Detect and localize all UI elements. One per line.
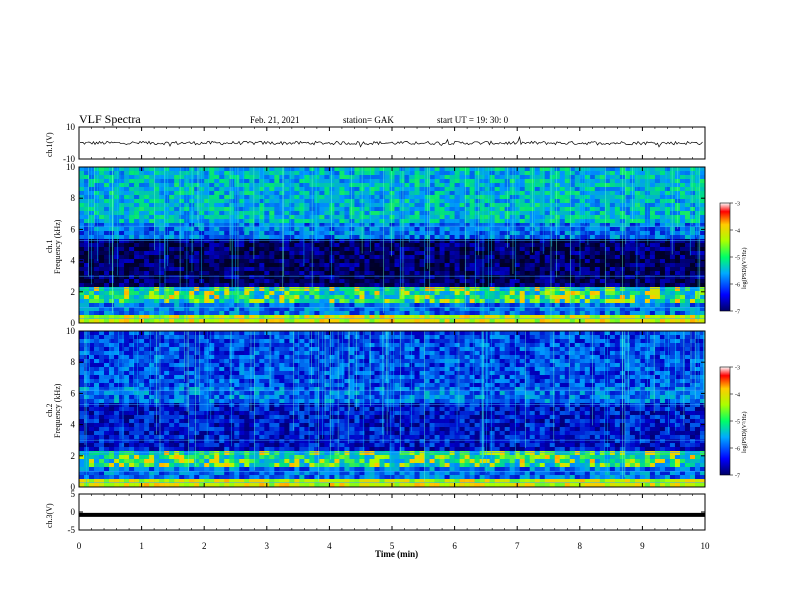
y-tick-label: 10 bbox=[66, 122, 76, 132]
y-tick-label: 10 bbox=[66, 326, 76, 336]
colorbar-tick-label: -6 bbox=[735, 283, 740, 289]
ch2-spectrogram bbox=[79, 331, 706, 488]
y-tick-label: -10 bbox=[63, 154, 75, 164]
ch1-colorbar-ticks: -3 -4 -5 -6 -7 bbox=[730, 202, 740, 316]
x-tick-label: 3 bbox=[265, 541, 270, 551]
ch3-y-ticks: 5 0 -5 bbox=[68, 489, 705, 535]
x-tick-label: 7 bbox=[515, 541, 520, 551]
colorbar-tick-label: -5 bbox=[735, 420, 740, 426]
ch1-spectrogram bbox=[79, 167, 706, 324]
ch2-colorbar-label: log(PSD)(V²/Hz) bbox=[741, 412, 748, 453]
colorbar-tick-label: -4 bbox=[735, 393, 740, 399]
x-tick-label: 1 bbox=[139, 541, 144, 551]
y-tick-label: -5 bbox=[68, 525, 76, 535]
colorbar-tick-label: -4 bbox=[735, 229, 740, 235]
y-tick-label: 0 bbox=[71, 507, 76, 517]
x-tick-label: 2 bbox=[202, 541, 207, 551]
colorbar-tick-label: -3 bbox=[735, 366, 740, 372]
ch1-y-ticks: 10 -10 bbox=[63, 122, 705, 164]
figure-title: VLF Spectra bbox=[79, 112, 141, 126]
colorbar-tick-label: -3 bbox=[735, 202, 740, 208]
y-tick-label: 2 bbox=[71, 451, 76, 461]
ch1-spec-label-freq: Frequency (kHz) bbox=[53, 219, 62, 274]
x-tick-label: 6 bbox=[452, 541, 457, 551]
ch2-spec-label-freq: Frequency (kHz) bbox=[53, 383, 62, 438]
ch3-ylabel: ch.3(V) bbox=[45, 503, 54, 528]
ch2-freq-ticks: 0 2 4 6 8 10 bbox=[66, 326, 705, 492]
date-label: Feb. 21, 2021 bbox=[250, 115, 300, 125]
y-tick-label: 6 bbox=[71, 388, 76, 398]
ch3-waveform-panel: 5 0 -5 ch.3(V) bbox=[45, 489, 706, 535]
ch1-colorbar-label: log(PSD)(V²/Hz) bbox=[741, 248, 748, 289]
y-tick-label: 8 bbox=[71, 193, 76, 203]
x-tick-label: 5 bbox=[390, 541, 395, 551]
ch1-waveform-panel: 10 -10 ch.1(V) bbox=[45, 122, 706, 164]
y-tick-label: 5 bbox=[71, 489, 76, 499]
y-tick-label: 0 bbox=[71, 482, 76, 492]
time-axis-ticks: 0 1 2 3 4 5 6 7 8 9 10 bbox=[77, 127, 710, 551]
x-tick-label: 4 bbox=[327, 541, 332, 551]
colorbar-tick-label: -7 bbox=[735, 474, 740, 480]
time-axis-label: Time (min) bbox=[375, 549, 418, 559]
x-tick-label: 0 bbox=[77, 541, 82, 551]
ch1-freq-ticks: 0 2 4 6 8 10 bbox=[66, 162, 705, 328]
colorbar-tick-label: -7 bbox=[735, 310, 740, 316]
ch1-spec-label-channel: ch.1 bbox=[45, 239, 54, 253]
ch2-colorbar-ticks: -3 -4 -5 -6 -7 bbox=[730, 366, 740, 480]
y-tick-label: 8 bbox=[71, 357, 76, 367]
y-tick-label: 6 bbox=[71, 224, 76, 234]
start-ut-label: start UT = 19: 30: 0 bbox=[437, 115, 509, 125]
y-tick-label: 10 bbox=[66, 162, 76, 172]
x-tick-label: 10 bbox=[701, 541, 711, 551]
ch1-colorbar bbox=[719, 202, 731, 312]
ch1-trace bbox=[80, 135, 703, 148]
y-tick-label: 2 bbox=[71, 287, 76, 297]
colorbar-tick-label: -6 bbox=[735, 447, 740, 453]
y-tick-label: 4 bbox=[71, 420, 76, 430]
ch2-colorbar bbox=[719, 366, 731, 476]
y-tick-label: 0 bbox=[71, 318, 76, 328]
colorbar-tick-label: -5 bbox=[735, 256, 740, 262]
x-tick-label: 9 bbox=[640, 541, 645, 551]
y-tick-label: 4 bbox=[71, 256, 76, 266]
x-tick-label: 8 bbox=[578, 541, 583, 551]
ch1-ylabel: ch.1(V) bbox=[45, 132, 54, 157]
ch2-spec-label-channel: ch.2 bbox=[45, 403, 54, 417]
station-label: station= GAK bbox=[343, 115, 394, 125]
